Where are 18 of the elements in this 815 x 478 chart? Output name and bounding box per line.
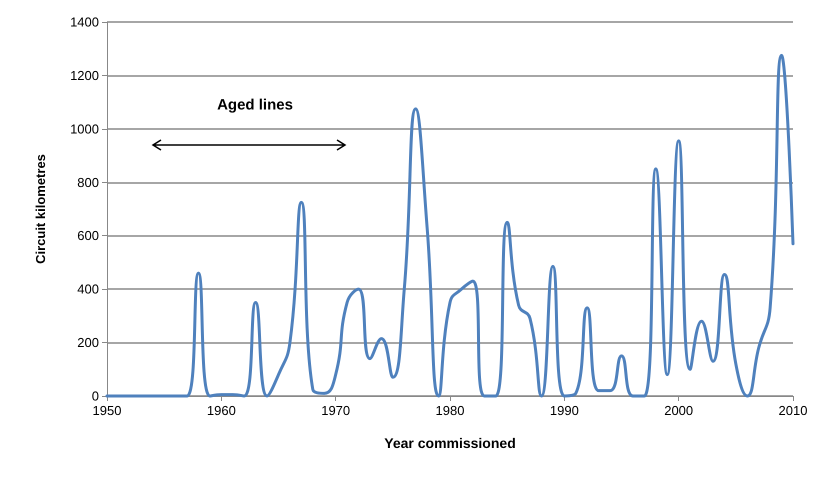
y-tick-label: 800	[77, 174, 99, 190]
annotation: Aged lines	[217, 96, 293, 114]
x-tick-label: 2010	[778, 403, 808, 418]
x-tick-label: 1960	[206, 403, 236, 418]
x-tick-label: 1970	[321, 403, 350, 418]
x-tick-label: 2000	[664, 403, 694, 418]
x-tick-label: 1980	[436, 403, 464, 418]
x-tick-label: 1990	[550, 403, 579, 418]
y-tick-label: 600	[77, 228, 99, 244]
x-tick-label: 1950	[92, 403, 122, 418]
x-axis-title: Year commissioned	[384, 435, 516, 451]
y-axis-title: Circuit kilometres	[33, 154, 48, 264]
y-tick-label: 400	[77, 282, 99, 297]
y-tick-label: 1000	[70, 121, 99, 136]
y-tick-label: 1200	[70, 68, 99, 83]
y-tick-label: 1400	[70, 14, 99, 30]
y-tick-label: 200	[77, 335, 99, 350]
y-tick-label: 0	[92, 388, 99, 404]
